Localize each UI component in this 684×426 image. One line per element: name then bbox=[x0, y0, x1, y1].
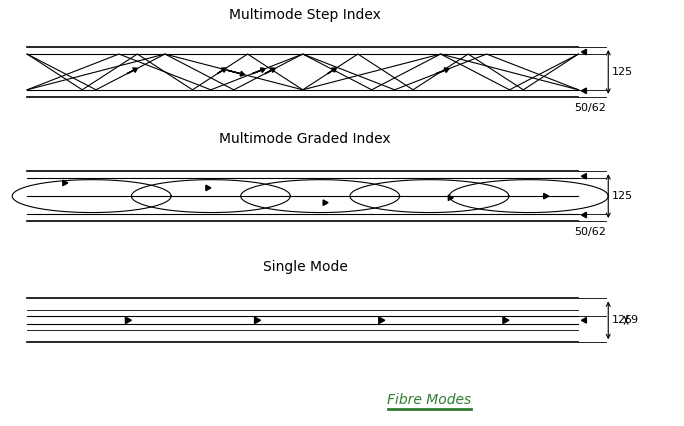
Text: 125: 125 bbox=[612, 315, 633, 325]
FancyArrow shape bbox=[328, 68, 337, 74]
Polygon shape bbox=[125, 317, 131, 324]
Text: Multimode Graded Index: Multimode Graded Index bbox=[220, 132, 391, 147]
Text: 125: 125 bbox=[612, 67, 633, 77]
Text: 50/62: 50/62 bbox=[575, 103, 606, 113]
Polygon shape bbox=[581, 173, 586, 179]
FancyArrow shape bbox=[227, 70, 245, 76]
Polygon shape bbox=[63, 180, 68, 186]
Text: 125: 125 bbox=[612, 191, 633, 201]
Polygon shape bbox=[206, 185, 211, 190]
Polygon shape bbox=[581, 212, 586, 218]
FancyArrow shape bbox=[252, 68, 265, 74]
FancyArrow shape bbox=[436, 68, 449, 74]
Text: 50/62: 50/62 bbox=[575, 227, 606, 237]
Polygon shape bbox=[448, 195, 453, 201]
Polygon shape bbox=[323, 200, 328, 205]
Polygon shape bbox=[581, 88, 586, 94]
FancyArrow shape bbox=[218, 68, 226, 74]
Polygon shape bbox=[581, 49, 586, 55]
FancyArrow shape bbox=[127, 68, 137, 74]
Polygon shape bbox=[254, 317, 261, 324]
Polygon shape bbox=[581, 317, 586, 323]
Text: Single Mode: Single Mode bbox=[263, 260, 347, 273]
Polygon shape bbox=[379, 317, 384, 324]
Text: Multimode Step Index: Multimode Step Index bbox=[229, 8, 381, 22]
FancyArrow shape bbox=[265, 68, 275, 74]
Polygon shape bbox=[544, 193, 549, 199]
Text: 9: 9 bbox=[630, 315, 637, 325]
Text: Fibre Modes: Fibre Modes bbox=[387, 393, 471, 407]
Polygon shape bbox=[503, 317, 509, 324]
